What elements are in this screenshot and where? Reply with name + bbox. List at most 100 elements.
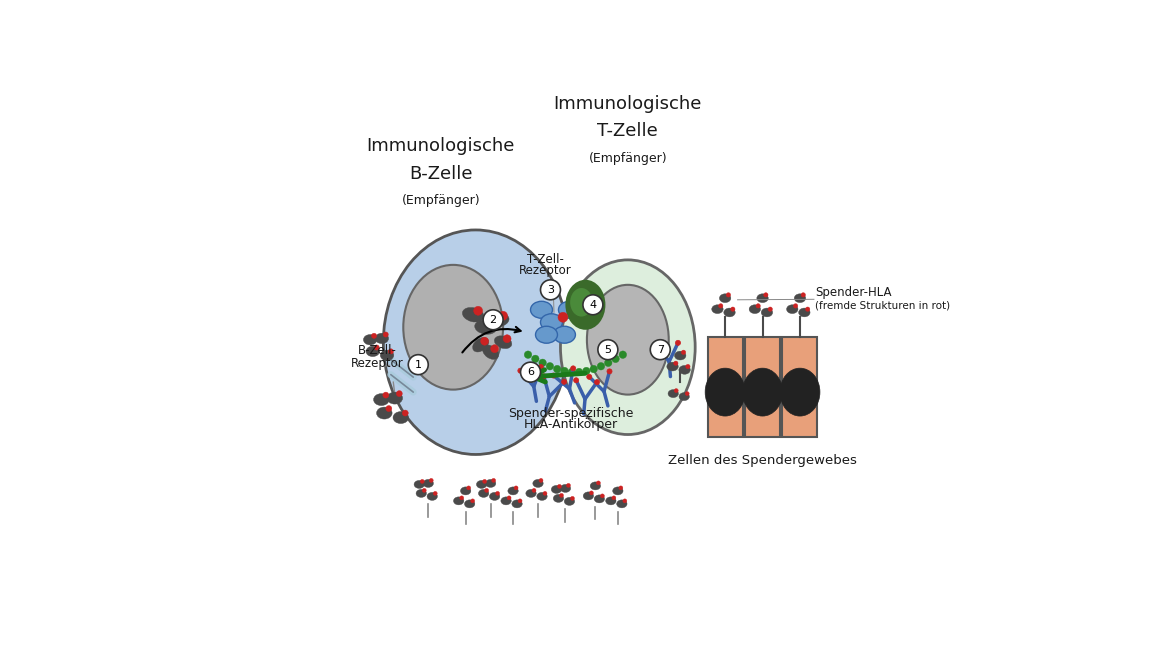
Circle shape: [567, 483, 570, 487]
Text: Zellen des Spendergewebes: Zellen des Spendergewebes: [668, 454, 857, 467]
Circle shape: [546, 362, 554, 370]
Circle shape: [583, 367, 590, 375]
Text: (Empfänger): (Empfänger): [589, 152, 667, 165]
Text: Rezeptor: Rezeptor: [350, 356, 403, 369]
Circle shape: [674, 389, 679, 393]
Ellipse shape: [559, 301, 581, 318]
Circle shape: [568, 368, 576, 376]
Ellipse shape: [679, 393, 689, 400]
Text: (Empfänger): (Empfänger): [401, 194, 480, 207]
Ellipse shape: [454, 497, 464, 505]
Circle shape: [503, 335, 511, 343]
Circle shape: [726, 293, 730, 297]
Ellipse shape: [583, 492, 593, 500]
Ellipse shape: [482, 346, 500, 358]
Circle shape: [801, 293, 805, 297]
Circle shape: [374, 345, 379, 350]
Circle shape: [518, 499, 522, 503]
Circle shape: [805, 307, 810, 312]
Ellipse shape: [552, 485, 562, 493]
Circle shape: [674, 361, 679, 365]
Circle shape: [540, 280, 561, 300]
Ellipse shape: [464, 500, 475, 508]
Ellipse shape: [616, 500, 627, 508]
Circle shape: [423, 489, 426, 492]
Circle shape: [514, 486, 518, 490]
Circle shape: [539, 478, 543, 482]
Circle shape: [517, 368, 523, 373]
Circle shape: [396, 391, 402, 397]
Ellipse shape: [794, 294, 805, 303]
Ellipse shape: [414, 480, 424, 489]
Circle shape: [480, 337, 488, 345]
Ellipse shape: [749, 305, 760, 314]
Ellipse shape: [540, 314, 562, 330]
Circle shape: [420, 480, 424, 483]
Circle shape: [570, 366, 576, 371]
Text: (fremde Strukturen in rot): (fremde Strukturen in rot): [814, 301, 950, 311]
Ellipse shape: [613, 487, 623, 495]
Ellipse shape: [366, 346, 379, 356]
Circle shape: [558, 485, 561, 489]
Circle shape: [495, 491, 500, 495]
Circle shape: [539, 359, 546, 367]
Circle shape: [607, 369, 612, 374]
Circle shape: [531, 355, 539, 363]
Bar: [782, 337, 818, 437]
Text: 5: 5: [605, 345, 612, 354]
Circle shape: [460, 496, 463, 500]
Circle shape: [532, 489, 536, 492]
Circle shape: [491, 345, 499, 353]
Ellipse shape: [485, 480, 495, 487]
Ellipse shape: [606, 497, 616, 505]
Circle shape: [541, 374, 546, 379]
Ellipse shape: [679, 365, 690, 375]
Text: B-Zelle: B-Zelle: [409, 165, 472, 183]
Ellipse shape: [511, 500, 522, 508]
Ellipse shape: [416, 489, 426, 498]
Circle shape: [543, 491, 547, 495]
Circle shape: [594, 380, 599, 385]
Ellipse shape: [461, 487, 471, 495]
Ellipse shape: [487, 312, 509, 327]
Ellipse shape: [553, 494, 563, 502]
Ellipse shape: [675, 351, 685, 360]
Circle shape: [561, 367, 568, 375]
Circle shape: [719, 304, 723, 308]
Circle shape: [675, 340, 681, 345]
Circle shape: [764, 293, 768, 297]
Circle shape: [486, 319, 495, 328]
Bar: [745, 337, 780, 437]
Ellipse shape: [590, 482, 600, 490]
Circle shape: [551, 373, 556, 378]
Text: Immunologische: Immunologische: [366, 137, 515, 155]
Ellipse shape: [393, 411, 409, 424]
Circle shape: [473, 307, 483, 316]
Text: 7: 7: [657, 345, 664, 354]
Ellipse shape: [387, 392, 402, 404]
Text: 1: 1: [415, 360, 422, 369]
Text: Rezeptor: Rezeptor: [520, 264, 571, 277]
Ellipse shape: [787, 305, 798, 314]
Circle shape: [590, 365, 598, 373]
Circle shape: [483, 310, 503, 330]
Ellipse shape: [403, 265, 503, 389]
Circle shape: [685, 364, 690, 369]
Ellipse shape: [427, 492, 438, 500]
Ellipse shape: [477, 480, 487, 489]
Circle shape: [570, 496, 575, 500]
Text: 3: 3: [547, 285, 554, 295]
Ellipse shape: [377, 407, 392, 419]
Ellipse shape: [525, 489, 536, 498]
Circle shape: [586, 375, 592, 379]
Circle shape: [388, 349, 394, 354]
Circle shape: [485, 489, 488, 492]
Text: 6: 6: [526, 367, 535, 377]
Circle shape: [623, 499, 627, 503]
Ellipse shape: [780, 368, 820, 416]
Ellipse shape: [478, 489, 488, 498]
Circle shape: [382, 392, 389, 398]
Circle shape: [730, 307, 735, 312]
Circle shape: [612, 355, 620, 363]
Circle shape: [583, 295, 602, 315]
